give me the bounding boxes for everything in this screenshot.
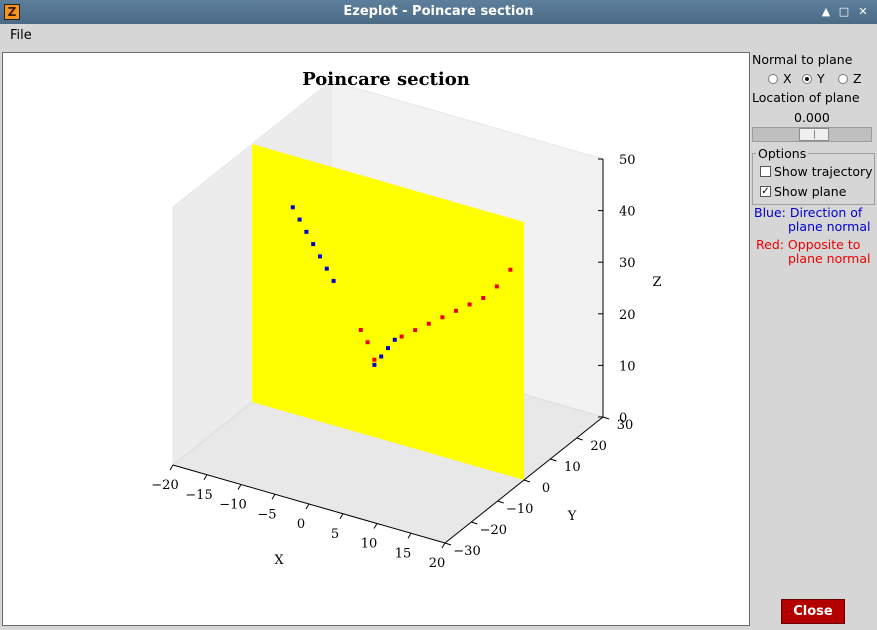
normal-to-plane-label: Normal to plane bbox=[752, 52, 853, 67]
x-tick-label-0: −20 bbox=[151, 478, 178, 493]
z-tick-label-2: 20 bbox=[619, 308, 636, 323]
x-axis-label: X bbox=[274, 553, 284, 568]
section-plane bbox=[252, 144, 524, 480]
point-blue-2 bbox=[304, 229, 309, 234]
y-tick-mark-2 bbox=[497, 500, 504, 504]
point-red-6 bbox=[440, 315, 445, 320]
menu-file[interactable]: File bbox=[10, 28, 32, 43]
slider-thumb[interactable] bbox=[799, 128, 829, 141]
control-panel: Normal to plane X Y Z Location of plane … bbox=[750, 50, 877, 630]
x-tick-mark-3 bbox=[271, 493, 276, 500]
radio-z[interactable] bbox=[838, 74, 848, 84]
point-blue-0 bbox=[290, 205, 295, 210]
show-trajectory-label: Show trajectory bbox=[774, 164, 873, 179]
point-blue-9 bbox=[386, 346, 390, 351]
y-tick-mark-1 bbox=[471, 521, 478, 525]
z-tick-label-0: 0 bbox=[619, 411, 627, 426]
radio-x[interactable] bbox=[768, 74, 778, 84]
point-red-9 bbox=[481, 296, 486, 301]
x-tick-label-2: −10 bbox=[219, 498, 246, 513]
radio-y[interactable] bbox=[802, 74, 812, 84]
app-icon: Z bbox=[4, 4, 20, 20]
x-tick-mark-4 bbox=[305, 503, 310, 510]
radio-z-label: Z bbox=[853, 71, 862, 86]
point-blue-1 bbox=[297, 217, 302, 222]
point-blue-8 bbox=[379, 354, 384, 359]
title-bar: Z Ezeplot - Poincare section ▲ □ ✕ bbox=[0, 0, 877, 24]
point-blue-4 bbox=[318, 254, 322, 259]
y-tick-mark-6 bbox=[602, 416, 610, 420]
red-note-line1: Red: Opposite to bbox=[756, 237, 861, 252]
x-tick-mark-6 bbox=[373, 523, 378, 529]
point-red-0 bbox=[358, 328, 363, 332]
location-label: Location of plane bbox=[752, 90, 860, 105]
y-tick-mark-5 bbox=[576, 437, 583, 441]
blue-note-line1: Blue: Direction of bbox=[754, 205, 863, 220]
point-red-5 bbox=[426, 321, 431, 326]
y-tick-label-1: −20 bbox=[480, 523, 507, 538]
location-value: 0.000 bbox=[794, 110, 830, 125]
plot-area[interactable]: −20 −15 −10 −5 0 5 10 15 20 −30 −20 −10 0 10 20 30 0 10 20… bbox=[2, 52, 750, 626]
point-blue-3 bbox=[311, 242, 316, 247]
y-tick-mark-0 bbox=[444, 542, 452, 546]
y-tick-label-2: −10 bbox=[506, 502, 533, 517]
y-tick-mark-4 bbox=[550, 458, 557, 462]
y-axis-label: Y bbox=[567, 509, 577, 524]
close-button[interactable]: Close bbox=[781, 599, 845, 624]
x-tick-label-3: −5 bbox=[257, 507, 276, 522]
y-tick-label-4: 10 bbox=[564, 460, 581, 475]
point-blue-5 bbox=[324, 266, 329, 271]
point-blue-7 bbox=[372, 362, 377, 367]
y-tick-label-6: 30 bbox=[617, 418, 634, 433]
close-icon[interactable]: ✕ bbox=[858, 5, 868, 18]
point-blue-6 bbox=[331, 278, 336, 283]
x-tick-label-5: 5 bbox=[331, 527, 339, 542]
y-tick-label-0: −30 bbox=[453, 544, 480, 559]
restore-icon[interactable]: □ bbox=[838, 5, 850, 18]
x-tick-mark-1 bbox=[203, 474, 208, 481]
point-red-11 bbox=[508, 267, 513, 272]
point-red-1 bbox=[365, 340, 370, 345]
point-red-3 bbox=[399, 334, 404, 339]
location-slider[interactable] bbox=[752, 127, 872, 142]
x-tick-label-1: −15 bbox=[185, 488, 212, 503]
y-tick-mark-3 bbox=[523, 479, 531, 483]
x-tick-label-8: 20 bbox=[429, 556, 446, 571]
options-label: Options bbox=[756, 146, 809, 161]
poincare-section-plot[interactable]: −20−15−10−505101520−30−20−10010203001020… bbox=[3, 53, 749, 625]
x-tick-mark-0 bbox=[169, 464, 174, 471]
radio-y-label: Y bbox=[817, 71, 825, 86]
z-tick-label-1: 10 bbox=[619, 359, 636, 374]
z-axis-label: Z bbox=[652, 275, 661, 290]
show-trajectory-checkbox[interactable] bbox=[760, 166, 771, 177]
window-title: Ezeplot - Poincare section bbox=[343, 4, 534, 19]
options-group bbox=[752, 153, 875, 205]
point-red-4 bbox=[413, 328, 418, 333]
red-note-line2: plane normal bbox=[788, 251, 871, 266]
point-red-8 bbox=[467, 302, 472, 307]
show-plane-checkbox[interactable]: ✓ bbox=[760, 186, 771, 197]
z-tick-label-5: 50 bbox=[619, 153, 636, 168]
show-plane-label: Show plane bbox=[774, 184, 847, 199]
x-tick-mark-5 bbox=[339, 513, 344, 520]
x-tick-label-6: 10 bbox=[361, 537, 378, 552]
y-tick-label-5: 20 bbox=[590, 439, 607, 454]
maximize-icon[interactable]: ▲ bbox=[821, 5, 831, 18]
point-red-7 bbox=[454, 308, 458, 313]
y-tick-label-3: 0 bbox=[542, 481, 550, 496]
chart-title: Poincare section bbox=[302, 69, 470, 90]
point-red-10 bbox=[494, 284, 499, 289]
radio-x-label: X bbox=[783, 71, 792, 86]
x-tick-label-7: 15 bbox=[395, 546, 412, 561]
x-tick-mark-2 bbox=[237, 484, 242, 490]
blue-note-line2: plane normal bbox=[788, 219, 871, 234]
x-tick-mark-8 bbox=[441, 542, 446, 549]
point-blue-10 bbox=[392, 337, 397, 342]
menu-bar: File bbox=[0, 24, 877, 48]
point-red-2 bbox=[372, 357, 377, 362]
x-tick-mark-7 bbox=[407, 532, 412, 539]
z-tick-label-3: 30 bbox=[619, 256, 636, 271]
x-tick-label-4: 0 bbox=[297, 517, 305, 532]
z-tick-label-4: 40 bbox=[619, 205, 636, 220]
